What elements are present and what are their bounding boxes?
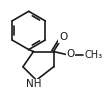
- Text: O: O: [59, 32, 67, 42]
- Text: O: O: [67, 49, 75, 59]
- Text: CH₃: CH₃: [85, 50, 103, 60]
- Text: NH: NH: [26, 80, 42, 90]
